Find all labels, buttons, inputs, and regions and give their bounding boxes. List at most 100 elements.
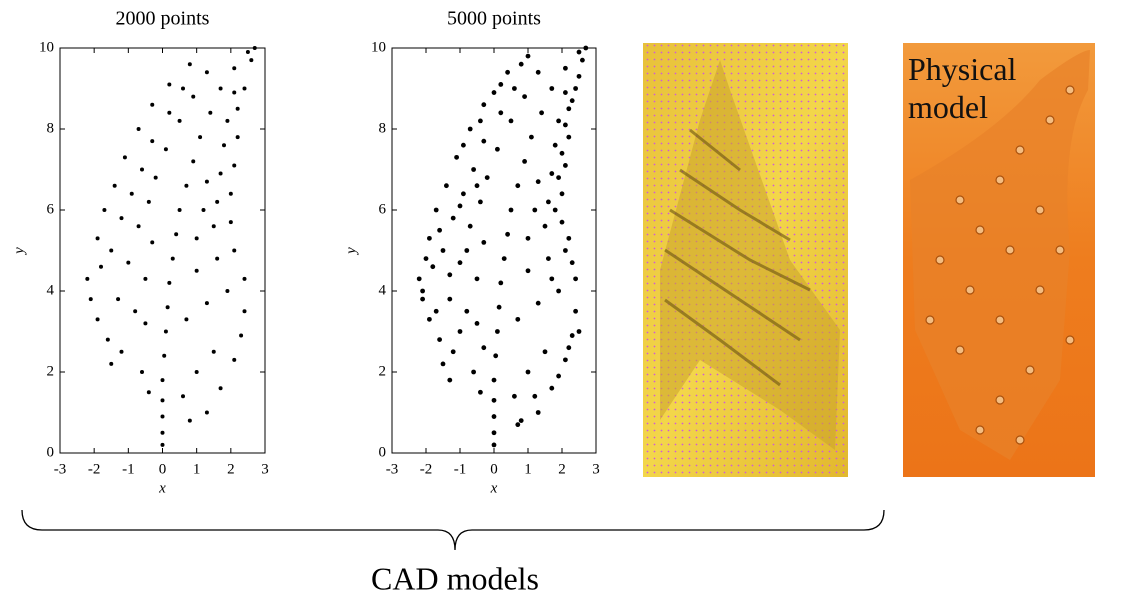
point bbox=[161, 415, 165, 419]
point bbox=[526, 268, 531, 273]
point bbox=[451, 349, 456, 354]
point bbox=[225, 289, 229, 293]
point bbox=[215, 257, 219, 261]
point bbox=[441, 362, 446, 367]
point bbox=[573, 276, 578, 281]
x-tick-label: 0 bbox=[159, 461, 167, 477]
point bbox=[458, 329, 463, 334]
point bbox=[164, 330, 168, 334]
point bbox=[232, 358, 236, 362]
point bbox=[543, 349, 548, 354]
point bbox=[96, 317, 100, 321]
point bbox=[195, 370, 199, 374]
point bbox=[502, 256, 507, 261]
point bbox=[232, 91, 236, 95]
point bbox=[437, 337, 442, 342]
point bbox=[468, 127, 473, 132]
point bbox=[171, 257, 175, 261]
y-tick-label: 8 bbox=[47, 120, 55, 136]
point bbox=[178, 119, 182, 123]
point bbox=[495, 147, 500, 152]
point bbox=[143, 277, 147, 281]
point bbox=[481, 345, 486, 350]
point bbox=[560, 151, 565, 156]
point bbox=[519, 62, 524, 67]
point bbox=[434, 208, 439, 213]
point bbox=[243, 309, 247, 313]
point bbox=[573, 309, 578, 314]
point bbox=[492, 398, 497, 403]
point bbox=[481, 139, 486, 144]
point bbox=[239, 334, 243, 338]
y-tick-label: 8 bbox=[379, 120, 387, 136]
point bbox=[549, 171, 554, 176]
page: {"chart_data": [ {"type": "scatter", "ti… bbox=[0, 0, 1122, 599]
point bbox=[532, 394, 537, 399]
point bbox=[492, 430, 497, 435]
y-axis-label: y bbox=[343, 247, 359, 256]
point bbox=[505, 70, 510, 75]
point bbox=[427, 236, 432, 241]
point bbox=[546, 200, 551, 205]
point bbox=[529, 135, 534, 140]
point bbox=[116, 297, 120, 301]
x-tick-label: -1 bbox=[454, 461, 467, 477]
point bbox=[522, 159, 527, 164]
point bbox=[509, 119, 514, 124]
point bbox=[577, 50, 582, 55]
point bbox=[458, 204, 463, 209]
point bbox=[471, 167, 476, 172]
point bbox=[566, 236, 571, 241]
point bbox=[161, 398, 165, 402]
point bbox=[188, 62, 192, 66]
x-axis-label: x bbox=[158, 480, 166, 496]
point bbox=[475, 276, 480, 281]
y-tick-label: 0 bbox=[379, 444, 387, 460]
point bbox=[563, 163, 568, 168]
x-tick-label: -3 bbox=[386, 461, 399, 477]
point bbox=[140, 370, 144, 374]
point bbox=[212, 350, 216, 354]
point bbox=[536, 410, 541, 415]
point bbox=[167, 82, 171, 86]
point bbox=[420, 289, 425, 294]
point bbox=[563, 123, 568, 128]
point bbox=[113, 184, 117, 188]
point bbox=[447, 272, 452, 277]
x-tick-label: 3 bbox=[261, 461, 269, 477]
y-tick-label: 2 bbox=[379, 363, 387, 379]
point bbox=[526, 236, 531, 241]
point bbox=[102, 208, 106, 212]
point bbox=[458, 260, 463, 265]
point bbox=[563, 357, 568, 362]
point bbox=[570, 98, 575, 103]
point bbox=[243, 87, 247, 91]
photo-label: Physical model bbox=[908, 50, 1038, 126]
point bbox=[461, 143, 466, 148]
point bbox=[137, 224, 141, 228]
point bbox=[437, 228, 442, 233]
point bbox=[526, 370, 531, 375]
point bbox=[556, 119, 561, 124]
y-tick-label: 4 bbox=[379, 282, 387, 298]
point bbox=[536, 179, 541, 184]
point bbox=[512, 86, 517, 91]
x-tick-label: 1 bbox=[524, 461, 532, 477]
point bbox=[515, 422, 520, 427]
point bbox=[543, 224, 548, 229]
point bbox=[464, 248, 469, 253]
point bbox=[498, 110, 503, 115]
point bbox=[205, 180, 209, 184]
point bbox=[96, 236, 100, 240]
point bbox=[181, 394, 185, 398]
point bbox=[492, 443, 497, 448]
point bbox=[195, 236, 199, 240]
cad-render bbox=[643, 43, 848, 477]
point bbox=[89, 297, 93, 301]
point bbox=[424, 256, 429, 261]
point bbox=[243, 277, 247, 281]
point bbox=[161, 443, 165, 447]
point bbox=[549, 386, 554, 391]
point bbox=[577, 74, 582, 79]
point bbox=[166, 305, 170, 309]
